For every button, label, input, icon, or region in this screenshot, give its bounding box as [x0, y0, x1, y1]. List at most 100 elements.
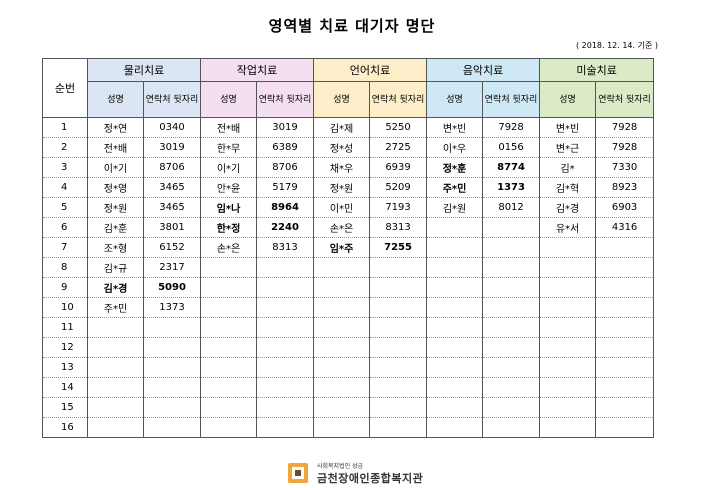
phone-cell	[369, 257, 428, 278]
table-row: 7 조*형 6152 손*은 8313 임*주 7255	[42, 237, 655, 258]
row-number: 7	[42, 237, 88, 258]
name-cell	[539, 357, 597, 378]
phone-cell: 8313	[369, 217, 428, 238]
name-cell: 이*기	[87, 157, 144, 178]
name-cell: 주*민	[426, 177, 484, 198]
row-number: 11	[42, 317, 88, 338]
name-cell: 전*배	[87, 137, 144, 158]
name-cell: 채*우	[313, 157, 371, 178]
table-row: 3 이*기 8706 이*기 8706 채*우 6939 정*훈 8774 김* 7330	[42, 157, 655, 178]
name-cell	[426, 237, 484, 258]
name-cell: 임*주	[313, 237, 371, 258]
row-number: 1	[42, 117, 88, 138]
phone-col-header: 연락처 뒷자리	[595, 81, 655, 118]
area-header: 언어치료	[313, 58, 428, 82]
phone-col-header: 연락처 뒷자리	[142, 81, 202, 118]
area-header: 미술치료	[539, 58, 655, 82]
row-number: 10	[42, 297, 88, 318]
name-cell: 안*윤	[200, 177, 258, 198]
name-cell: 손*은	[200, 237, 258, 258]
phone-cell	[482, 337, 541, 358]
row-number: 9	[42, 277, 88, 298]
name-cell	[426, 377, 484, 398]
name-cell: 이*우	[426, 137, 484, 158]
phone-cell	[482, 237, 541, 258]
phone-cell: 7928	[595, 137, 655, 158]
name-cell: 변*빈	[539, 117, 597, 138]
name-cell	[200, 377, 258, 398]
phone-cell	[595, 417, 655, 438]
row-number: 2	[42, 137, 88, 158]
name-cell	[313, 397, 371, 418]
name-cell	[426, 337, 484, 358]
name-cell: 변*빈	[426, 117, 484, 138]
phone-cell	[482, 397, 541, 418]
name-cell	[426, 417, 484, 438]
phone-cell	[142, 317, 202, 338]
name-cell: 정*영	[87, 177, 144, 198]
table-row: 8 김*규 2317	[42, 257, 655, 278]
phone-cell	[595, 337, 655, 358]
name-cell: 정*성	[313, 137, 371, 158]
name-cell: 정*원	[313, 177, 371, 198]
name-cell	[87, 417, 144, 438]
name-cell: 한*정	[200, 217, 258, 238]
phone-cell	[482, 317, 541, 338]
phone-cell: 8706	[256, 157, 315, 178]
name-cell: 임*나	[200, 197, 258, 218]
phone-cell	[595, 397, 655, 418]
row-number: 16	[42, 417, 88, 438]
row-number: 4	[42, 177, 88, 198]
phone-cell: 7928	[482, 117, 541, 138]
organization-name: 금천장애인종합복지관	[317, 472, 424, 485]
name-cell	[200, 277, 258, 298]
name-cell	[313, 337, 371, 358]
name-col-header: 성명	[87, 81, 144, 118]
phone-cell	[256, 257, 315, 278]
phone-cell: 6903	[595, 197, 655, 218]
phone-cell: 3801	[142, 217, 202, 238]
name-cell: 정*연	[87, 117, 144, 138]
name-cell: 김*제	[313, 117, 371, 138]
phone-cell: 6939	[369, 157, 428, 178]
name-cell	[87, 397, 144, 418]
phone-cell: 5209	[369, 177, 428, 198]
phone-cell	[595, 317, 655, 338]
phone-cell: 3019	[256, 117, 315, 138]
name-cell: 한*무	[200, 137, 258, 158]
name-cell	[87, 317, 144, 338]
name-cell: 김*훈	[87, 217, 144, 238]
phone-cell	[256, 357, 315, 378]
phone-cell	[482, 297, 541, 318]
phone-cell: 8923	[595, 177, 655, 198]
table-row: 16	[42, 417, 655, 438]
table-row: 5 정*원 3465 임*나 8964 이*민 7193 김*원 8012 김*경 6903	[42, 197, 655, 218]
phone-cell	[595, 297, 655, 318]
phone-cell: 8313	[256, 237, 315, 258]
name-cell: 이*기	[200, 157, 258, 178]
phone-cell: 6389	[256, 137, 315, 158]
name-cell: 김*경	[539, 197, 597, 218]
phone-cell	[142, 417, 202, 438]
row-number: 5	[42, 197, 88, 218]
name-cell	[200, 397, 258, 418]
phone-cell	[595, 277, 655, 298]
name-cell: 이*민	[313, 197, 371, 218]
phone-cell: 7928	[595, 117, 655, 138]
name-cell	[539, 257, 597, 278]
footer-logo: 사회복지법인 성금 금천장애인종합복지관	[287, 459, 437, 485]
name-cell	[313, 377, 371, 398]
name-cell: 김*경	[87, 277, 144, 298]
table-row: 10 주*민 1373	[42, 297, 655, 318]
name-cell: 유*서	[539, 217, 597, 238]
table-row: 1 정*연 0340 전*배 3019 김*제 5250 변*빈 7928 변*빈 7928	[42, 117, 655, 138]
phone-cell: 1373	[142, 297, 202, 318]
name-cell	[200, 317, 258, 338]
phone-cell	[369, 337, 428, 358]
name-cell	[200, 297, 258, 318]
name-cell	[426, 357, 484, 378]
name-cell	[539, 377, 597, 398]
name-cell	[539, 317, 597, 338]
phone-cell	[482, 257, 541, 278]
name-cell	[200, 257, 258, 278]
